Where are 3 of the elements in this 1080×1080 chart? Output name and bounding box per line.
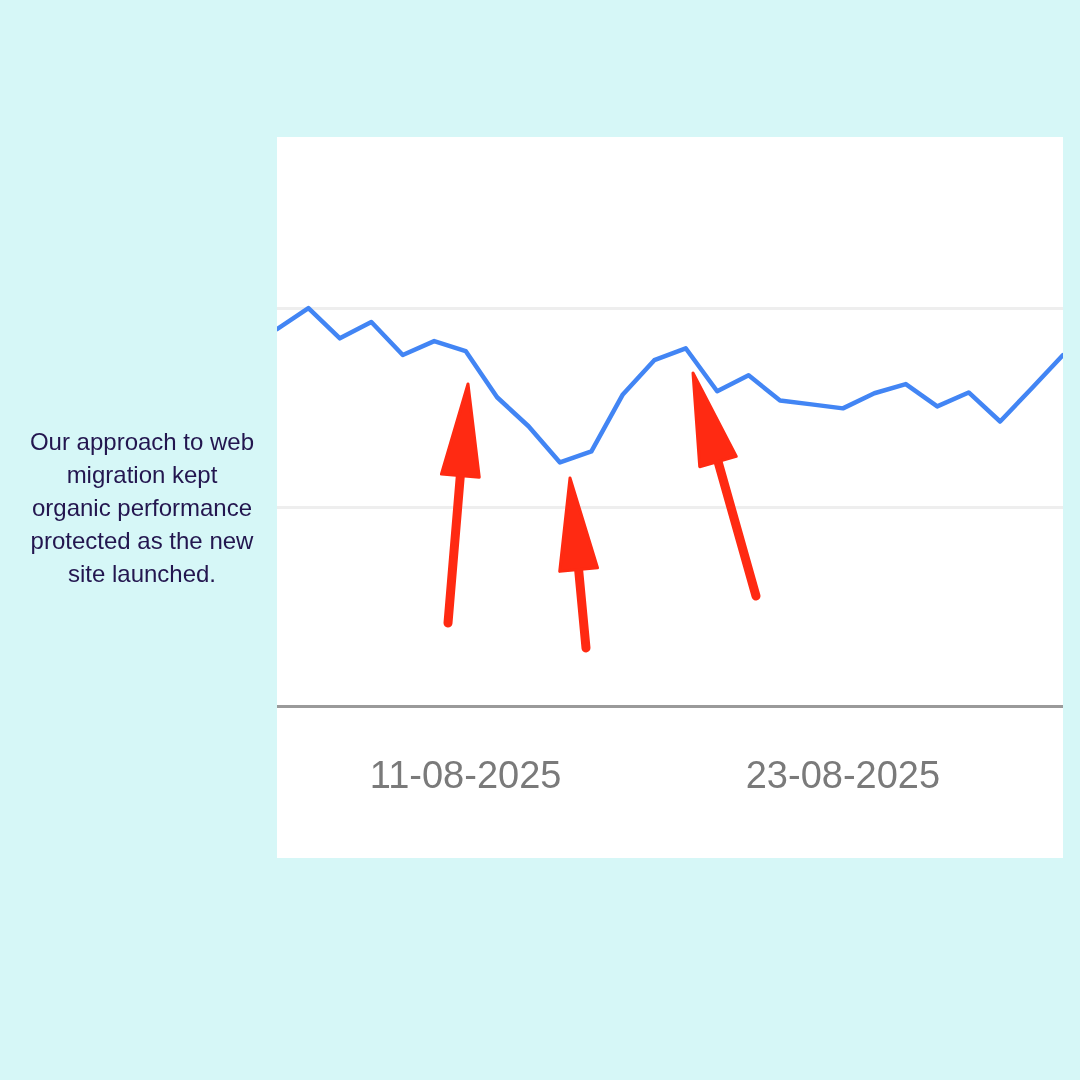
x-tick-label: 23-08-2025 xyxy=(745,754,941,796)
x-tick-label: 11-08-2025 xyxy=(369,754,562,796)
text: Our approach to web migration kept organic performance protected as the new site launched. xyxy=(28,427,256,589)
